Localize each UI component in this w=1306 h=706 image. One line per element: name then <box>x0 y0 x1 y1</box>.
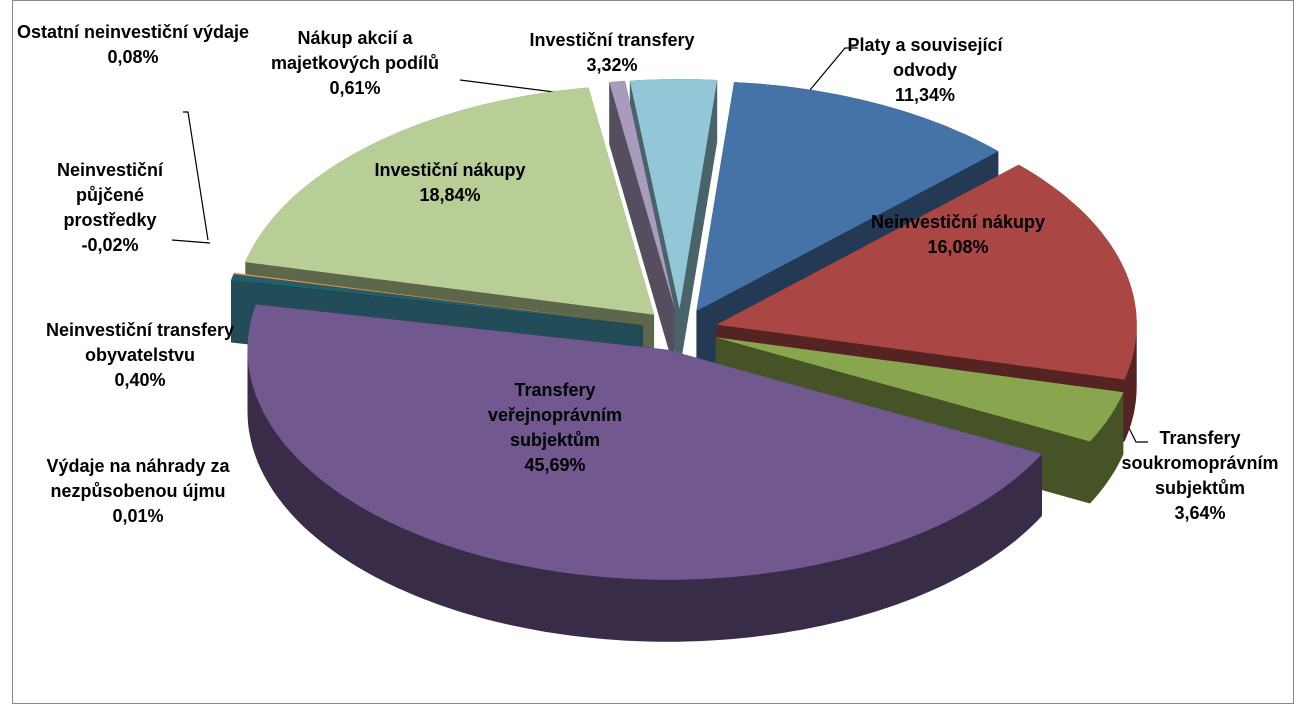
value-label: 45,69% <box>524 455 586 475</box>
slice-label: Investiční transfery 3,32% <box>492 28 732 78</box>
category-label: Transfery veřejnoprávním subjektům <box>487 380 623 450</box>
slice-label: Platy a související odvody 11,34% <box>830 33 1020 108</box>
slice-label: Nákup akcií a majetkových podílů 0,61% <box>255 26 455 101</box>
slice <box>696 82 999 312</box>
leader-line <box>171 239 211 244</box>
category-label: Výdaje na náhrady za nezpůsobenou újmu <box>46 456 230 501</box>
category-label: Nákup akcií a majetkových podílů <box>270 28 440 73</box>
slice-label: Neinvestiční půjčené prostředky -0,02% <box>35 158 185 258</box>
value-label: 18,84% <box>419 185 481 205</box>
value-label: 3,64% <box>1174 503 1226 523</box>
slice-label: Výdaje na náhrady za nezpůsobenou újmu 0,… <box>8 454 268 529</box>
value-label: 0,01% <box>112 506 164 526</box>
slice <box>609 80 675 310</box>
category-label: Neinvestiční půjčené prostředky <box>56 160 164 230</box>
value-label: 11,34% <box>894 85 956 105</box>
slice-label: Transfery veřejnoprávním subjektům 45,69% <box>460 378 650 478</box>
slice <box>233 272 643 326</box>
slice <box>231 274 643 326</box>
leader-line <box>459 79 571 95</box>
chart-frame <box>12 0 1294 704</box>
slice <box>247 304 1042 580</box>
slice-label: Ostatní neinvestiční výdaje 0,08% <box>8 20 258 70</box>
slice-label: Neinvestiční transfery obyvatelstvu 0,40% <box>0 318 280 393</box>
category-label: Neinvestiční transfery obyvatelstvu <box>45 320 235 365</box>
category-label: Investiční transfery <box>529 30 695 50</box>
category-label: Neinvestiční nákupy <box>870 212 1046 232</box>
slice <box>629 79 718 310</box>
value-label: 0,08% <box>107 47 159 67</box>
slice <box>231 280 643 326</box>
category-label: Platy a související odvody <box>847 35 1003 80</box>
slice <box>716 164 1137 380</box>
value-label: 16,08% <box>927 237 989 257</box>
slice-side <box>609 80 675 372</box>
slice <box>715 337 1124 442</box>
leader-line <box>183 111 209 241</box>
slice-label: Neinvestiční nákupy 16,08% <box>828 210 1088 260</box>
leader-line <box>799 47 858 103</box>
value-label: 0,40% <box>114 370 166 390</box>
slice <box>233 273 643 326</box>
slice <box>245 87 655 315</box>
value-label: -0,02% <box>81 235 139 255</box>
category-label: Ostatní neinvestiční výdaje <box>16 22 250 42</box>
value-label: 3,32% <box>586 55 638 75</box>
slice-label: Transfery soukromoprávním subjektům 3,64% <box>1105 426 1295 526</box>
category-label: Investiční nákupy <box>374 160 526 180</box>
slice-label: Investiční nákupy 18,84% <box>350 158 550 208</box>
value-label: 0,61% <box>329 78 381 98</box>
category-label: Transfery soukromoprávním subjektům <box>1121 428 1279 498</box>
